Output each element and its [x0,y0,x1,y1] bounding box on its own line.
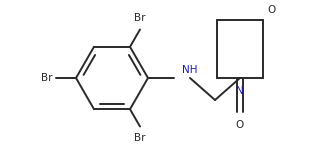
Text: O: O [267,5,275,15]
Text: NH: NH [182,65,197,75]
Text: Br: Br [134,13,146,22]
Text: Br: Br [42,73,53,83]
Text: Br: Br [134,133,146,144]
Text: N: N [236,86,244,96]
Text: O: O [236,120,244,130]
